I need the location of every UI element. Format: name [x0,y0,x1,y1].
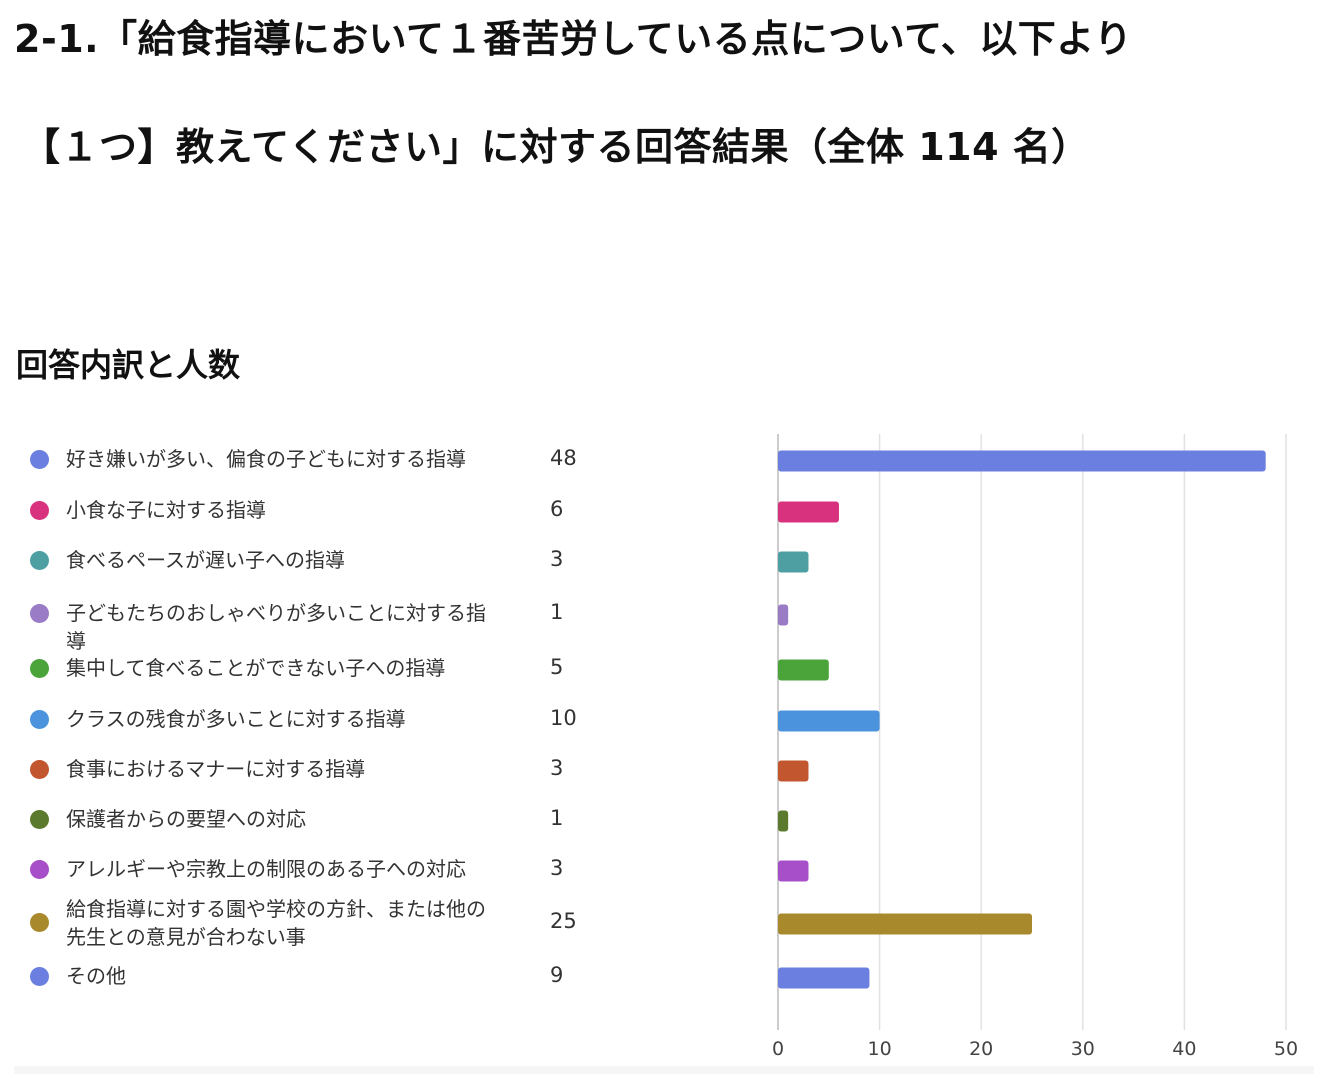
legend-value: 6 [550,497,564,521]
x-tick-label: 30 [1071,1038,1095,1060]
legend-row: 食事におけるマナーに対する指導 3 [30,740,600,800]
legend-label: 食事におけるマナーに対する指導 [66,757,366,781]
legend-row: 好き嫌いが多い、偏食の子どもに対する指導 48 [30,430,600,490]
bar [778,501,839,523]
bar [778,710,880,732]
legend-dot [30,860,49,879]
legend-label: その他 [66,964,126,988]
legend-row: 給食指導に対する園や学校の方針、または他の先生との意見が合わない事 25 [30,893,600,953]
legend-dot [30,501,49,520]
legend-value: 3 [550,756,564,780]
legend-row: アレルギーや宗教上の制限のある子への対応 3 [30,840,600,900]
legend-row: 集中して食べることができない子への指導 5 [30,639,600,699]
legend-dot [30,760,49,779]
legend-label: 小食な子に対する指導 [66,498,266,522]
legend-dot [30,659,49,678]
legend-value: 3 [550,856,564,880]
legend-value: 48 [550,446,577,470]
bar [778,967,870,989]
bar [778,810,789,832]
legend-dot [30,551,49,570]
bar [778,659,829,681]
legend-value: 10 [550,706,577,730]
legend-label: クラスの残食が多いことに対する指導 [66,707,406,731]
legend-value: 1 [550,806,564,830]
legend-dot [30,967,49,986]
legend-value: 25 [550,909,577,933]
legend-value: 3 [550,547,564,571]
x-tick-label: 50 [1274,1038,1298,1060]
page-title-line-2: 【１つ】教えてください」に対する回答結果（全体 114 名） [22,125,1090,169]
legend-row: その他 9 [30,947,600,1007]
legend-value: 1 [550,600,564,624]
bar [778,860,809,882]
legend-label: 給食指導に対する園や学校の方針、または他の先生との意見が合わない事 [66,897,486,949]
legend-row: 小食な子に対する指導 6 [30,481,600,541]
x-tick-label: 0 [772,1038,784,1060]
legend-table: 好き嫌いが多い、偏食の子どもに対する指導 48 小食な子に対する指導 6 食べるペースが… [30,430,600,1007]
page-title-line-1: 2-1.「給食指導において１番苦労している点について、以下より [14,17,1133,61]
bar [778,551,809,573]
legend-row: 子どもたちのおしゃべりが多いことに対する指導 1 [30,584,600,653]
legend-label: 食べるペースが遅い子への指導 [66,548,345,572]
legend-value: 9 [550,963,564,987]
bar [778,450,1266,472]
bar [778,913,1032,935]
bar [778,760,809,782]
x-tick-label: 20 [969,1038,993,1060]
x-tick-label: 10 [868,1038,892,1060]
legend-label: 保護者からの要望への対応 [66,807,306,831]
section-subtitle: 回答内訳と人数 [16,346,241,384]
legend-row: 保護者からの要望への対応 1 [30,790,600,850]
legend-dot [30,710,49,729]
legend-dot [30,810,49,829]
bottom-divider [14,1066,1314,1074]
legend-dot [30,450,49,469]
legend-label: 集中して食べることができない子への指導 [66,656,446,680]
legend-label: アレルギーや宗教上の制限のある子への対応 [66,857,466,881]
legend-row: クラスの残食が多いことに対する指導 10 [30,690,600,750]
legend-row: 食べるペースが遅い子への指導 3 [30,531,600,591]
legend-dot [30,913,49,932]
legend-label: 子どもたちのおしゃべりが多いことに対する指導 [66,601,486,653]
x-tick-label: 40 [1172,1038,1196,1060]
legend-value: 5 [550,655,564,679]
legend-dot [30,604,49,623]
bar [778,604,789,626]
legend-label: 好き嫌いが多い、偏食の子どもに対する指導 [66,447,466,471]
